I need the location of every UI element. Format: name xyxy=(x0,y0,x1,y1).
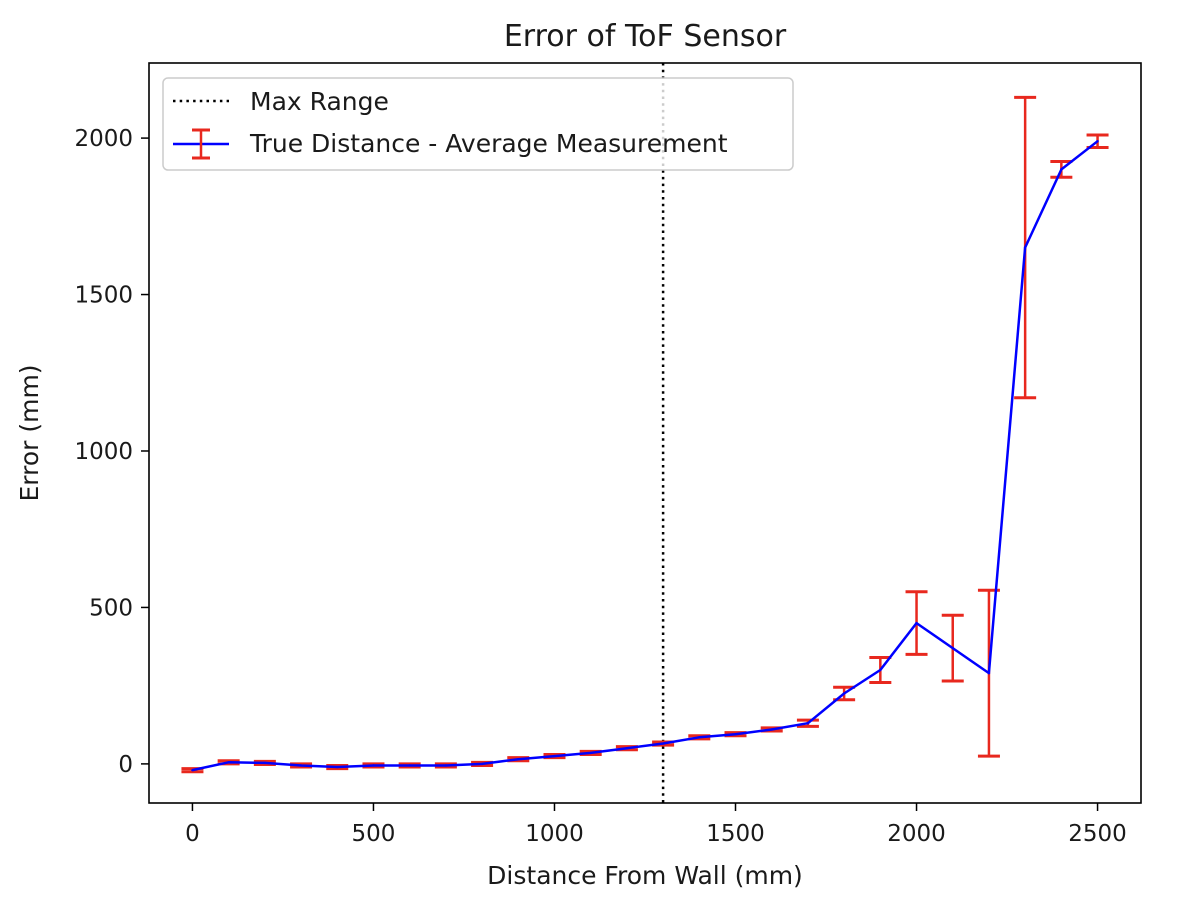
data-point xyxy=(263,761,267,765)
y-tick-label: 1500 xyxy=(74,283,133,309)
data-point xyxy=(1096,140,1099,143)
data-point xyxy=(336,765,339,769)
plot-area xyxy=(181,63,1109,803)
legend-frame xyxy=(162,77,794,171)
data-point xyxy=(1060,168,1063,171)
x-axis-label: Distance From Wall (mm) xyxy=(487,861,803,890)
data-point xyxy=(806,722,810,725)
data-point xyxy=(879,668,882,672)
data-point xyxy=(517,757,520,761)
legend-series-label: True Distance - Average Measurement xyxy=(249,129,728,158)
data-point xyxy=(299,764,303,767)
x-axis: 0 500 1000 1500 2000 2500 xyxy=(185,803,1127,847)
data-point xyxy=(842,692,846,695)
data-point xyxy=(625,747,629,750)
legend-max-range-label: Max Range xyxy=(250,87,389,116)
data-point xyxy=(698,736,701,739)
y-axis: 0 500 1000 1500 2000 xyxy=(74,126,149,778)
data-point xyxy=(408,764,411,767)
x-tick-label: 500 xyxy=(352,821,396,847)
x-tick-label: 0 xyxy=(185,821,200,847)
data-point xyxy=(480,762,484,766)
plot-frame xyxy=(148,62,1142,804)
data-point xyxy=(661,742,665,745)
data-point xyxy=(444,764,448,767)
data-point xyxy=(1023,246,1027,249)
data-point xyxy=(951,646,954,650)
data-point xyxy=(589,751,592,755)
legend: Max Range True Distance - Average Measur… xyxy=(162,77,794,171)
x-tick-label: 1000 xyxy=(525,821,584,847)
data-point xyxy=(553,754,556,758)
y-axis-label: Error (mm) xyxy=(15,364,44,501)
y-tick-label: 2000 xyxy=(74,126,133,152)
y-tick-label: 0 xyxy=(118,752,133,778)
data-point xyxy=(227,761,230,764)
y-tick-label: 1000 xyxy=(74,439,133,465)
x-tick-label: 1500 xyxy=(706,821,765,847)
chart-title: Error of ToF Sensor xyxy=(504,19,787,54)
data-point xyxy=(734,732,737,736)
data-point xyxy=(372,764,375,767)
data-point xyxy=(770,728,773,731)
y-tick-label: 500 xyxy=(89,595,133,621)
data-point xyxy=(915,621,918,625)
series-line xyxy=(192,140,1099,772)
x-tick-label: 2000 xyxy=(887,821,946,847)
data-point xyxy=(191,768,194,772)
x-tick-label: 2500 xyxy=(1068,821,1127,847)
data-point xyxy=(987,671,991,675)
